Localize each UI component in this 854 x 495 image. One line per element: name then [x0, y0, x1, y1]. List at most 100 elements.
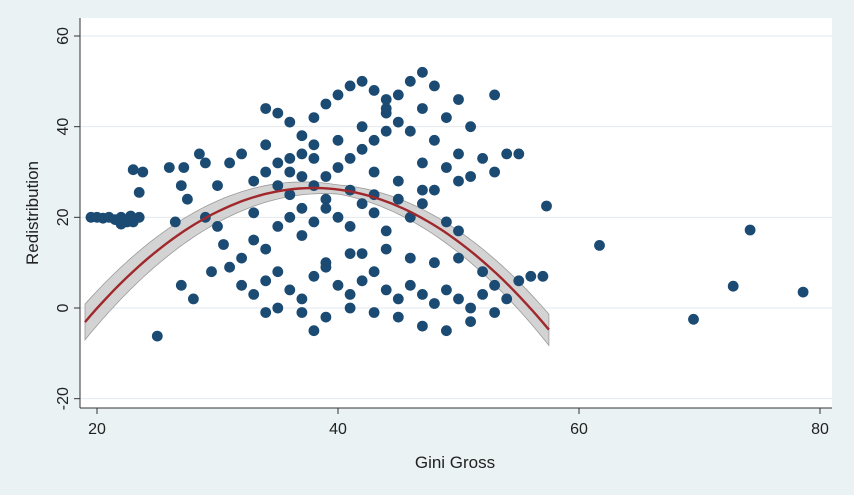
data-point	[441, 325, 452, 337]
data-point	[477, 266, 488, 278]
data-point	[284, 189, 296, 201]
data-point	[465, 121, 476, 133]
data-point	[380, 103, 392, 114]
data-point	[441, 112, 452, 123]
data-point	[356, 143, 368, 155]
data-point	[453, 175, 464, 187]
data-point	[501, 293, 513, 305]
data-point	[501, 148, 513, 160]
data-point	[133, 211, 145, 223]
data-point	[115, 218, 127, 230]
data-point	[248, 207, 260, 219]
data-point	[429, 80, 440, 92]
data-point	[489, 166, 500, 178]
data-point	[272, 157, 284, 169]
data-point	[133, 187, 145, 198]
y-tick-label: 40	[55, 118, 72, 136]
data-point	[248, 289, 260, 300]
x-tick-label: 40	[329, 421, 347, 438]
data-point	[404, 125, 416, 137]
data-point	[441, 284, 452, 296]
data-point	[272, 302, 284, 314]
data-point	[151, 330, 163, 342]
data-point	[453, 225, 464, 237]
data-point	[417, 103, 428, 114]
data-point	[465, 171, 476, 182]
x-tick-label: 60	[570, 421, 588, 438]
x-axis-label: Gini Gross	[415, 453, 495, 472]
data-point	[344, 80, 356, 92]
data-point	[380, 284, 392, 296]
data-point	[284, 211, 296, 223]
data-point	[368, 266, 380, 278]
data-point	[380, 94, 392, 105]
data-point	[332, 89, 344, 101]
data-point	[260, 307, 272, 318]
data-point	[417, 320, 428, 332]
data-point	[296, 130, 308, 142]
data-point	[453, 293, 464, 305]
data-point	[453, 94, 464, 105]
data-point	[368, 85, 380, 96]
data-point	[392, 89, 404, 101]
data-point	[224, 157, 236, 169]
data-point	[260, 166, 272, 178]
data-point	[727, 280, 739, 292]
fit-line-layer	[84, 186, 550, 331]
data-point	[441, 216, 452, 228]
data-point	[125, 210, 137, 222]
data-point	[308, 153, 320, 164]
data-point	[308, 325, 320, 337]
data-point	[344, 289, 356, 300]
data-point	[332, 279, 344, 291]
data-point	[368, 307, 380, 318]
data-point	[489, 279, 500, 291]
data-point	[308, 216, 320, 228]
data-point	[175, 279, 187, 291]
data-point	[194, 148, 205, 160]
data-point	[356, 198, 368, 210]
data-point	[260, 275, 272, 287]
data-point	[332, 162, 344, 173]
x-tick-label: 80	[811, 421, 829, 438]
data-point	[163, 162, 175, 173]
data-point	[356, 275, 368, 287]
data-point	[404, 279, 416, 291]
data-point	[356, 75, 368, 87]
data-point	[284, 166, 296, 178]
data-point	[368, 166, 380, 178]
data-point	[272, 266, 284, 278]
data-point	[356, 121, 368, 133]
data-point	[429, 134, 440, 146]
y-axis-label: Redistribution	[23, 161, 42, 265]
data-point	[429, 184, 440, 196]
data-point	[477, 153, 488, 164]
data-point	[356, 248, 368, 259]
data-point	[236, 252, 248, 264]
data-point	[513, 275, 525, 287]
data-point	[417, 66, 428, 78]
data-point	[417, 157, 428, 169]
data-point	[320, 193, 332, 205]
data-point	[344, 248, 356, 259]
data-point	[284, 153, 296, 164]
y-tick-label: -20	[55, 387, 72, 410]
data-point	[236, 148, 248, 160]
data-point	[296, 307, 308, 318]
confidence-band	[84, 181, 550, 347]
data-point	[188, 293, 199, 305]
data-point	[320, 261, 332, 273]
data-point	[441, 162, 452, 173]
data-point	[296, 148, 308, 160]
data-point	[137, 166, 149, 178]
data-point	[537, 270, 549, 282]
data-point	[272, 221, 284, 232]
data-point	[272, 180, 284, 192]
data-point	[320, 171, 332, 182]
data-point	[272, 107, 284, 119]
data-point	[296, 230, 308, 241]
data-point	[392, 293, 404, 305]
data-point	[284, 116, 296, 128]
data-point	[236, 279, 248, 291]
data-point	[206, 266, 217, 278]
